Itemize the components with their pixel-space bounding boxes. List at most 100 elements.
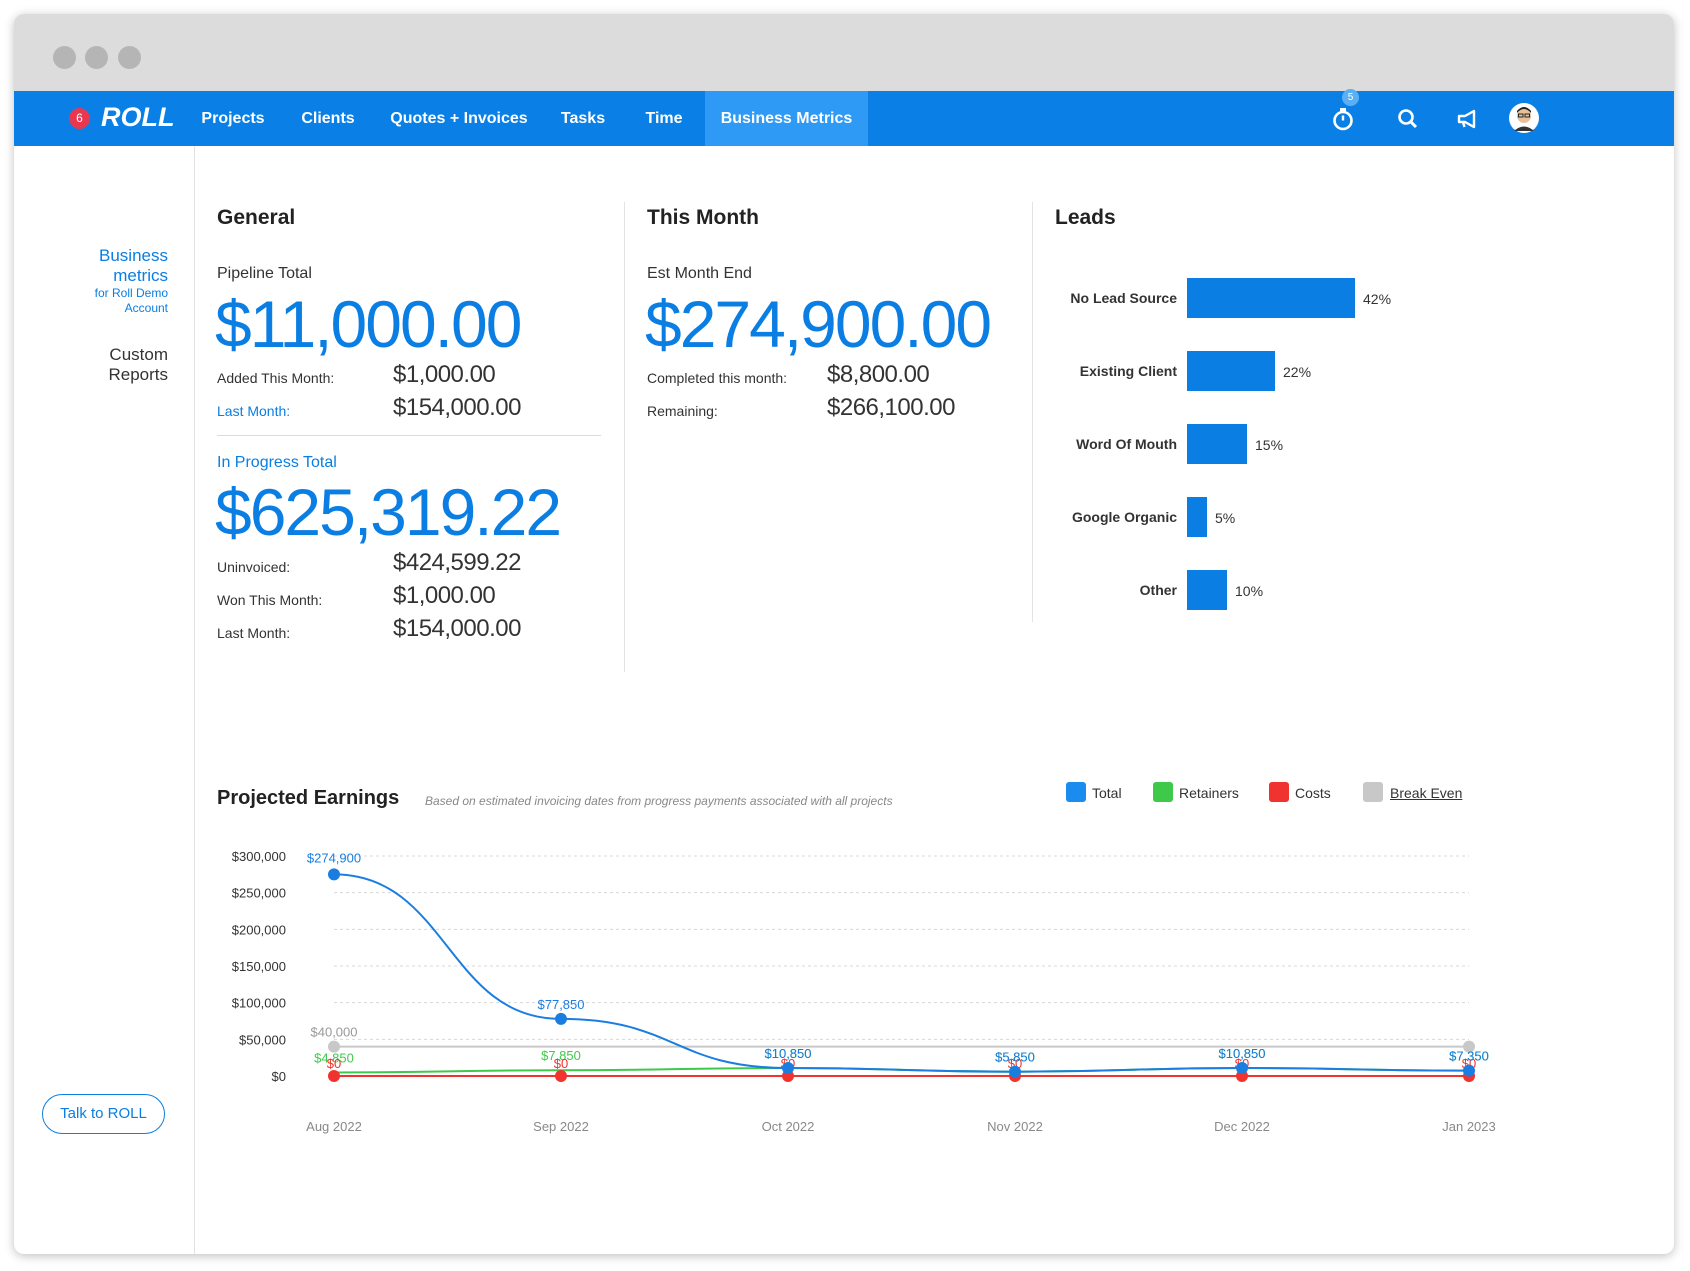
series-point (328, 868, 340, 881)
sidebar-item-custom-reports[interactable]: Custom Reports (108, 345, 168, 385)
series-point (1236, 1062, 1248, 1075)
data-label: $40,000 (311, 1025, 358, 1040)
completed-value: $8,800.00 (827, 361, 930, 388)
search-icon[interactable] (1394, 105, 1422, 133)
legend-costs-label[interactable]: Costs (1295, 785, 1331, 801)
y-tick-label: $150,000 (232, 959, 286, 974)
lead-bar[interactable] (1187, 497, 1207, 537)
megaphone-icon[interactable] (1454, 105, 1482, 133)
data-label: $7,350 (1449, 1049, 1489, 1064)
lead-bar[interactable] (1187, 570, 1227, 610)
series-point (555, 1012, 567, 1025)
lead-label: Word Of Mouth (1076, 436, 1177, 452)
y-tick-label: $0 (272, 1069, 286, 1084)
data-label: $0 (554, 1056, 568, 1071)
window-close-dot[interactable] (53, 46, 76, 69)
x-tick-label: Nov 2022 (987, 1119, 1043, 1134)
column-divider (1032, 202, 1033, 622)
data-label: $10,850 (1219, 1046, 1266, 1061)
series-point (328, 1040, 340, 1053)
data-label: $10,850 (765, 1046, 812, 1061)
lead-bar[interactable] (1187, 278, 1355, 318)
series-point (1463, 1064, 1475, 1077)
series-point (328, 1070, 340, 1082)
lead-percent: 42% (1363, 291, 1392, 307)
lead-percent: 5% (1215, 510, 1236, 526)
sidebar-item-label: Business (99, 246, 168, 265)
avatar[interactable] (1508, 102, 1540, 134)
legend-break-even-swatch[interactable] (1363, 782, 1383, 802)
data-label: $4,850 (314, 1050, 354, 1065)
series-point (555, 1070, 567, 1082)
nav-time[interactable]: Time (645, 110, 683, 127)
legend-total-label[interactable]: Total (1092, 785, 1122, 801)
sidebar-item-label: metrics (113, 266, 168, 285)
pipeline-label: Pipeline Total (217, 265, 312, 282)
y-tick-label: $300,000 (232, 849, 286, 864)
legend-total-swatch[interactable] (1066, 782, 1086, 802)
pipeline-total: $11,000.00 (215, 287, 522, 361)
legend-break-even-label[interactable]: Break Even (1390, 785, 1463, 801)
window-zoom-dot[interactable] (118, 46, 141, 69)
last-month-link[interactable]: Last Month: (217, 403, 291, 419)
projected-earnings-subtitle: Based on estimated invoicing dates from … (425, 794, 893, 808)
last-month-value-2: $154,000.00 (393, 615, 521, 642)
nav-clients[interactable]: Clients (301, 110, 355, 127)
roll-logo[interactable]: ROLL (101, 102, 175, 132)
y-tick-label: $100,000 (232, 996, 286, 1011)
legend-retainers-label[interactable]: Retainers (1179, 785, 1239, 801)
timer-icon[interactable] (1329, 105, 1357, 133)
lead-label: Google Organic (1071, 509, 1177, 525)
y-tick-label: $50,000 (239, 1032, 286, 1047)
nav-projects[interactable]: Projects (201, 110, 265, 127)
sidebar-item-sublabel: Account (124, 301, 168, 315)
lead-bar[interactable] (1187, 351, 1275, 391)
projected-earnings-title: Projected Earnings (217, 787, 400, 809)
legend-retainers-swatch[interactable] (1153, 782, 1173, 802)
nav-tasks[interactable]: Tasks (560, 110, 606, 127)
lead-label: Other (1139, 582, 1177, 598)
talk-to-roll-button[interactable]: Talk to ROLL (42, 1094, 165, 1134)
sidebar-item-label: Reports (108, 365, 168, 384)
series-point (1009, 1065, 1021, 1078)
last-month-label: Last Month: (217, 625, 291, 641)
in-progress-label: In Progress Total (217, 454, 337, 471)
in-progress-total: $625,319.22 (215, 475, 562, 549)
won-this-month-value: $1,000.00 (393, 582, 496, 609)
data-label: $5,850 (995, 1050, 1035, 1065)
leads-title: Leads (1055, 206, 1116, 229)
data-label: $7,850 (541, 1048, 581, 1063)
legend-costs-swatch[interactable] (1269, 782, 1289, 802)
top-nav: 6 ROLL Projects Clients Quotes + Invoice… (14, 91, 1674, 146)
series-point (1463, 1040, 1475, 1053)
lead-percent: 22% (1283, 364, 1312, 380)
sidebar-item-label: Custom (109, 345, 168, 364)
y-tick-label: $200,000 (232, 922, 286, 937)
window-minimize-dot[interactable] (85, 46, 108, 69)
nav-quotes-invoices[interactable]: Quotes + Invoices (390, 110, 528, 127)
data-label: $0 (327, 1056, 341, 1071)
column-divider (624, 202, 625, 672)
notification-badge[interactable]: 6 (69, 108, 90, 129)
x-tick-label: Oct 2022 (762, 1119, 815, 1134)
nav-business-metrics[interactable]: Business Metrics (705, 91, 868, 146)
added-this-month-label: Added This Month: (217, 370, 335, 386)
data-label: $274,900 (307, 850, 361, 865)
x-tick-label: Sep 2022 (533, 1119, 589, 1134)
sidebar-item-business-metrics[interactable]: Business metrics for Roll Demo Account (95, 246, 168, 316)
data-label: $77,850 (538, 997, 585, 1012)
added-this-month-value: $1,000.00 (393, 361, 496, 388)
uninvoiced-label: Uninvoiced: (217, 559, 291, 575)
remaining-value: $266,100.00 (827, 394, 955, 421)
app-window: 6 ROLL Projects Clients Quotes + Invoice… (14, 14, 1674, 1254)
est-month-end-total: $274,900.00 (645, 287, 992, 361)
sidebar-item-sublabel: for Roll Demo (94, 286, 168, 300)
x-tick-label: Jan 2023 (1442, 1119, 1496, 1134)
last-month-value: $154,000.00 (393, 394, 521, 421)
uninvoiced-value: $424,599.22 (393, 549, 521, 576)
divider (217, 435, 601, 436)
lead-bar[interactable] (1187, 424, 1247, 464)
data-label: $5,850 (995, 1050, 1035, 1065)
data-label: $10,850 (765, 1046, 812, 1061)
est-month-end-label: Est Month End (647, 265, 752, 282)
